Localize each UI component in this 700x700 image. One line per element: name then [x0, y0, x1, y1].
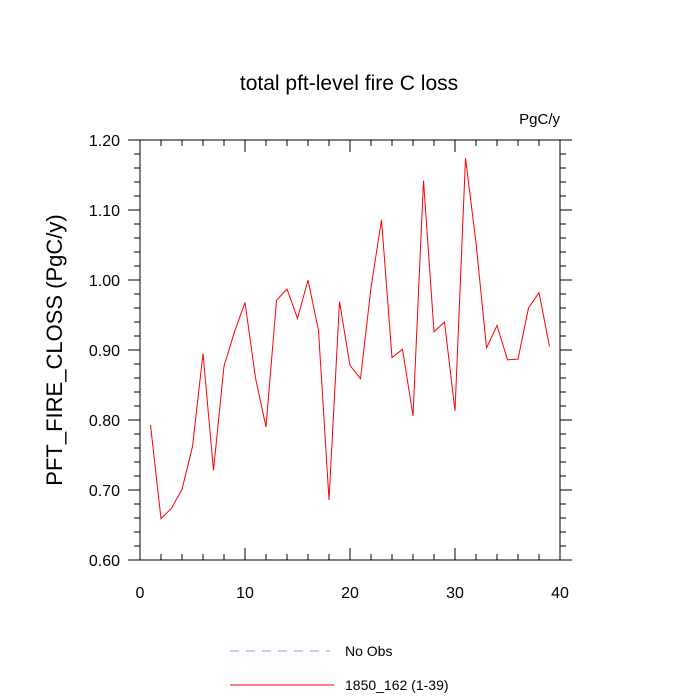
- x-tick-label: 0: [136, 585, 145, 602]
- x-tick-label: 30: [446, 585, 464, 602]
- y-tick-label: 1.20: [89, 133, 120, 150]
- tick-labels: 0 10 20 30 40 0.60 0.70 0.80 0.90 1.00 1.10 1.20: [89, 133, 569, 602]
- y-tick-label: 0.60: [89, 553, 120, 570]
- y-tick-label: 0.80: [89, 413, 120, 430]
- x-tick-label: 20: [341, 585, 359, 602]
- y-axis-label: PFT_FIRE_CLOSS (PgC/y): [42, 214, 67, 485]
- chart-title: total pft-level fire C loss: [240, 72, 458, 95]
- y-tick-label: 1.10: [89, 203, 120, 220]
- legend: No Obs 1850_162 (1-39): [230, 643, 449, 693]
- series-layer: [150, 158, 550, 520]
- x-tick-label: 10: [236, 585, 254, 602]
- y-tick-label: 0.70: [89, 483, 120, 500]
- y-tick-label: 0.90: [89, 343, 120, 360]
- series-line-1850-162: [150, 158, 550, 520]
- legend-label-no-obs: No Obs: [345, 643, 392, 659]
- legend-label-1850-162: 1850_162 (1-39): [345, 677, 449, 693]
- major-ticks: [128, 139, 572, 561]
- plot-frame: [139, 139, 561, 561]
- y-tick-label: 1.00: [89, 273, 120, 290]
- units-label: PgC/y: [519, 111, 560, 128]
- x-tick-label: 40: [551, 585, 569, 602]
- minor-ticks: [134, 140, 566, 560]
